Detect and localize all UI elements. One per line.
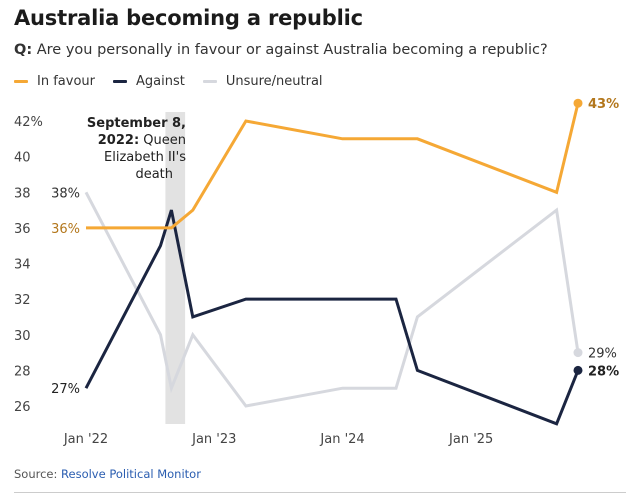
y-tick-label: 38 [14, 186, 31, 201]
annotation-line: death [135, 167, 173, 182]
legend-label-in-favour: In favour [37, 74, 95, 89]
legend-swatch-in-favour [14, 80, 28, 83]
legend-label-unsure: Unsure/neutral [225, 74, 323, 89]
chart-question: Q: Are you personally in favour or again… [14, 42, 548, 58]
annotation-line: 2022: Queen [98, 133, 186, 148]
series-end-dot-unsure [573, 348, 583, 358]
start-label-unsure: 38% [51, 186, 80, 201]
legend-swatch-unsure [202, 80, 217, 83]
question-prefix: Q: [14, 42, 33, 58]
legend-item-in-favour: In favour [14, 74, 95, 89]
series-line-unsure [84, 191, 580, 408]
start-label-in-favour: 36% [51, 222, 80, 237]
y-tick-label: 34 [14, 258, 31, 273]
x-tick-label: Jan '25 [448, 432, 493, 447]
annotation-line: September 8, [87, 116, 186, 131]
y-tick-label: 28 [14, 364, 31, 379]
source-link[interactable]: Resolve Political Monitor [61, 467, 201, 481]
legend: In favour Against Unsure/neutral [14, 74, 341, 89]
y-tick-label: 36 [14, 222, 31, 237]
annotation-band [165, 112, 186, 424]
series-line-in-favour [86, 102, 580, 230]
y-tick-label: 42% [14, 115, 43, 130]
legend-label-against: Against [135, 74, 185, 89]
end-label-against: 28% [588, 364, 619, 379]
end-label-in-favour: 43% [588, 97, 619, 112]
legend-item-against: Against [112, 74, 185, 89]
series-end-dot-against [573, 365, 583, 375]
chart-title: Australia becoming a republic [14, 6, 363, 30]
x-tick-label: Jan '22 [63, 432, 108, 447]
bottom-divider [14, 492, 626, 493]
series-line-against [84, 209, 580, 426]
annotation-line: Elizabeth II's [104, 150, 186, 165]
end-label-unsure: 29% [588, 347, 617, 362]
y-tick-label: 30 [14, 329, 31, 344]
source-note: Source: Resolve Political Monitor [14, 467, 201, 481]
x-tick-label: Jan '23 [191, 432, 236, 447]
y-tick-label: 32 [14, 293, 31, 308]
y-tick-label: 26 [14, 400, 31, 415]
x-tick-label: Jan '24 [319, 432, 364, 447]
legend-item-unsure: Unsure/neutral [202, 74, 323, 89]
legend-swatch-against [112, 80, 127, 83]
question-text: Are you personally in favour or against … [36, 42, 548, 58]
series-end-dot-in-favour [573, 98, 583, 108]
start-label-against: 27% [51, 382, 80, 397]
y-tick-label: 40 [14, 151, 31, 166]
source-prefix: Source: [14, 467, 62, 481]
